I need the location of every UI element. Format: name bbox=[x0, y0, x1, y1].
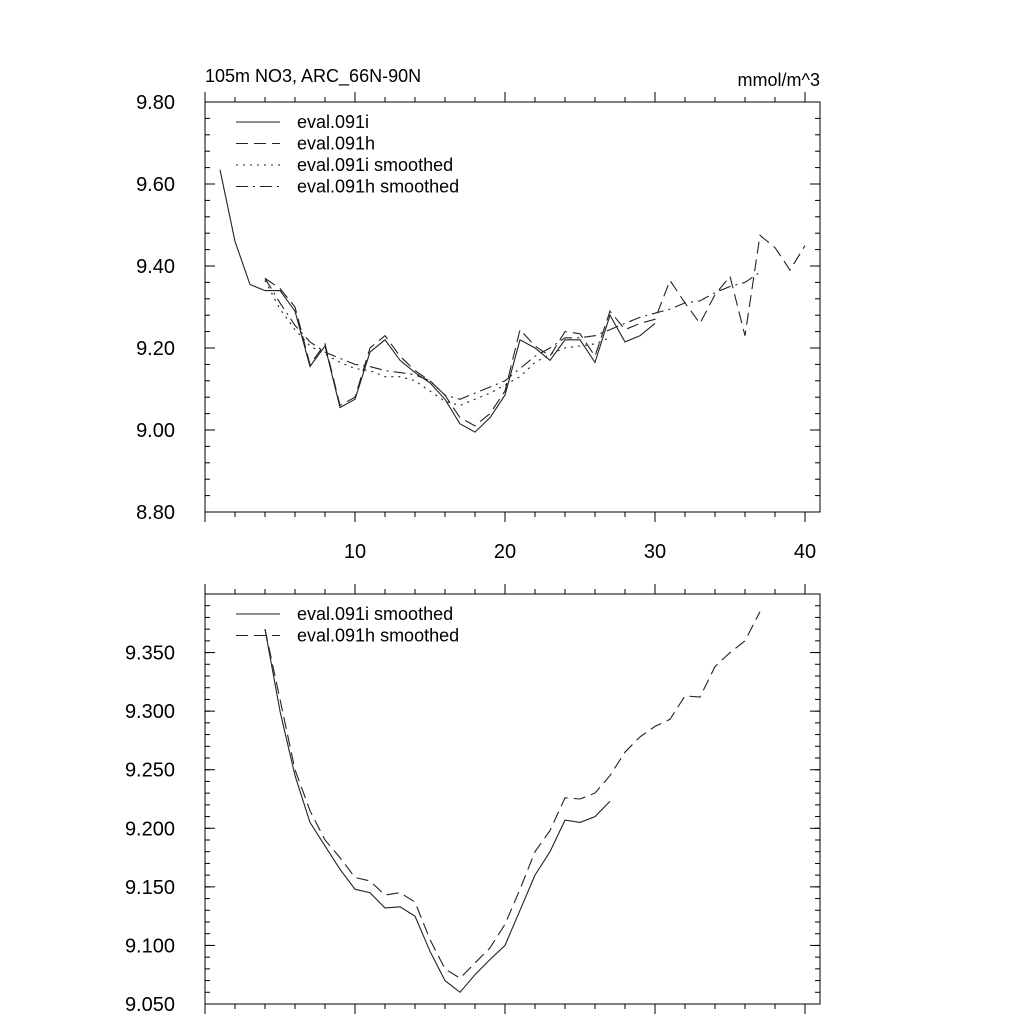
x-tick-label: 40 bbox=[794, 541, 816, 563]
y-tick-label: 9.050 bbox=[125, 994, 175, 1016]
y-tick-label: 9.40 bbox=[136, 256, 175, 278]
legend-entry-label: eval.091h smoothed bbox=[297, 177, 459, 197]
series-line-1 bbox=[264, 629, 611, 994]
legend-entry-label: eval.091i smoothed bbox=[297, 604, 453, 624]
x-tick-label: 20 bbox=[494, 541, 516, 563]
series-line-1 bbox=[219, 169, 656, 433]
series-line-2 bbox=[264, 234, 806, 427]
y-tick-label: 9.250 bbox=[125, 760, 175, 782]
chart-panel-1: 8.80 9.00 9.20 9.40 9.60 9.80 10 20 30 40 105m NO3… bbox=[136, 66, 821, 563]
y-tick-label: 9.00 bbox=[136, 420, 175, 442]
y-tick-label: 9.60 bbox=[136, 174, 175, 196]
legend-entry-label: eval.091i smoothed bbox=[297, 155, 453, 175]
x-tick-label: 30 bbox=[644, 541, 666, 563]
plot-frame bbox=[204, 593, 821, 1005]
y-tick-label: 9.20 bbox=[136, 338, 175, 360]
series-line-2 bbox=[264, 611, 761, 979]
legend-entry-label: eval.091i bbox=[297, 112, 369, 132]
units-label: mmol/m^3 bbox=[738, 70, 820, 90]
series-line-4 bbox=[264, 271, 761, 400]
chart-panel-2: 9.050 9.100 9.150 9.200 9.250 9.300 9.350 eval.… bbox=[125, 584, 821, 1016]
y-tick-label: 9.200 bbox=[125, 818, 175, 840]
plot-frame bbox=[204, 101, 821, 513]
chart-title: 105m NO3, ARC_66N-90N bbox=[205, 66, 421, 87]
x-tick-label: 10 bbox=[344, 541, 366, 563]
y-tick-label: 9.350 bbox=[125, 643, 175, 665]
series-line-3 bbox=[264, 280, 611, 406]
legend-entry-label: eval.091h bbox=[297, 134, 375, 154]
y-tick-label: 8.80 bbox=[136, 502, 175, 524]
legend-entry-label: eval.091h smoothed bbox=[297, 626, 459, 646]
y-tick-label: 9.80 bbox=[136, 92, 175, 114]
y-tick-label: 9.300 bbox=[125, 701, 175, 723]
y-tick-label: 9.150 bbox=[125, 877, 175, 899]
y-tick-label: 9.100 bbox=[125, 935, 175, 957]
